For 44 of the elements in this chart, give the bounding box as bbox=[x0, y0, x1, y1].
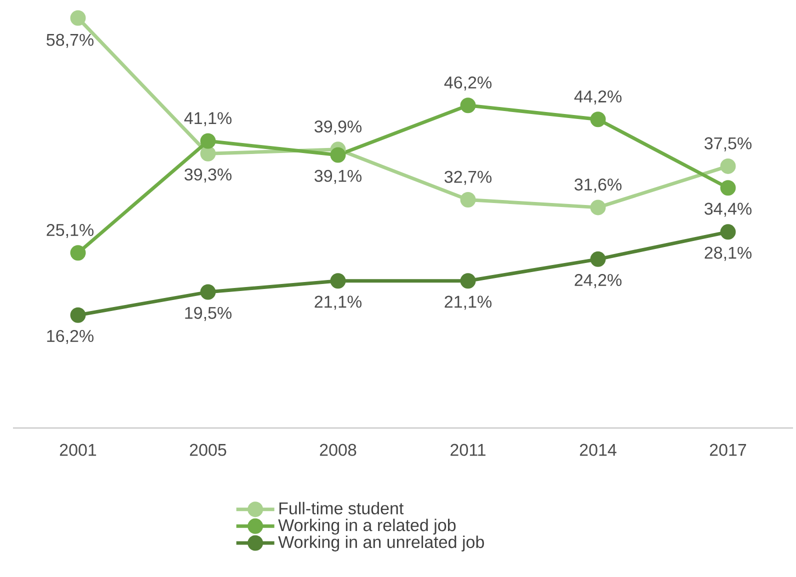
data-label: 25,1% bbox=[46, 224, 94, 238]
x-tick-label: 2001 bbox=[60, 444, 96, 456]
point bbox=[590, 112, 606, 128]
legend-label: Full-time student bbox=[279, 502, 404, 514]
data-label: 32,7% bbox=[444, 170, 492, 185]
x-tick-label: 2014 bbox=[580, 444, 616, 456]
data-label: 39,1% bbox=[314, 170, 362, 184]
data-label: 16,2% bbox=[47, 330, 94, 344]
x-tick-label: 2011 bbox=[450, 444, 486, 456]
data-label: 44,2% bbox=[574, 90, 622, 104]
data-label: 39,9% bbox=[314, 120, 362, 135]
point bbox=[200, 284, 216, 300]
data-label: 24,2% bbox=[574, 274, 622, 288]
legend-label: Working in an unrelated job bbox=[278, 536, 484, 552]
data-label: 31,6% bbox=[574, 178, 622, 193]
point bbox=[330, 273, 346, 289]
legend-label: Working in a related job bbox=[278, 518, 456, 535]
data-label: 46,2% bbox=[444, 76, 492, 91]
point bbox=[590, 251, 606, 267]
data-label: 21,1% bbox=[444, 296, 492, 310]
point bbox=[720, 224, 736, 240]
point bbox=[720, 158, 736, 174]
point bbox=[720, 180, 736, 196]
data-label: 37,5% bbox=[704, 137, 752, 152]
data-label: 19,5% bbox=[185, 306, 232, 321]
data-label: 58,7% bbox=[46, 34, 94, 48]
x-tick-label: 2017 bbox=[710, 444, 746, 456]
data-label: 28,1% bbox=[704, 246, 752, 261]
point bbox=[70, 307, 86, 323]
point bbox=[330, 147, 346, 163]
data-label: 21,1% bbox=[314, 296, 362, 310]
data-label: 34,4% bbox=[704, 202, 752, 217]
point bbox=[590, 200, 606, 216]
point bbox=[460, 273, 476, 289]
data-label: 39,3% bbox=[184, 168, 232, 183]
point bbox=[70, 10, 86, 26]
point bbox=[70, 245, 86, 261]
point bbox=[200, 133, 216, 149]
point bbox=[460, 98, 476, 114]
x-tick-label: 2008 bbox=[320, 444, 356, 456]
data-label: 41,1% bbox=[184, 112, 232, 126]
point bbox=[200, 146, 216, 162]
point bbox=[460, 192, 476, 208]
x-tick-label: 2005 bbox=[190, 444, 226, 456]
